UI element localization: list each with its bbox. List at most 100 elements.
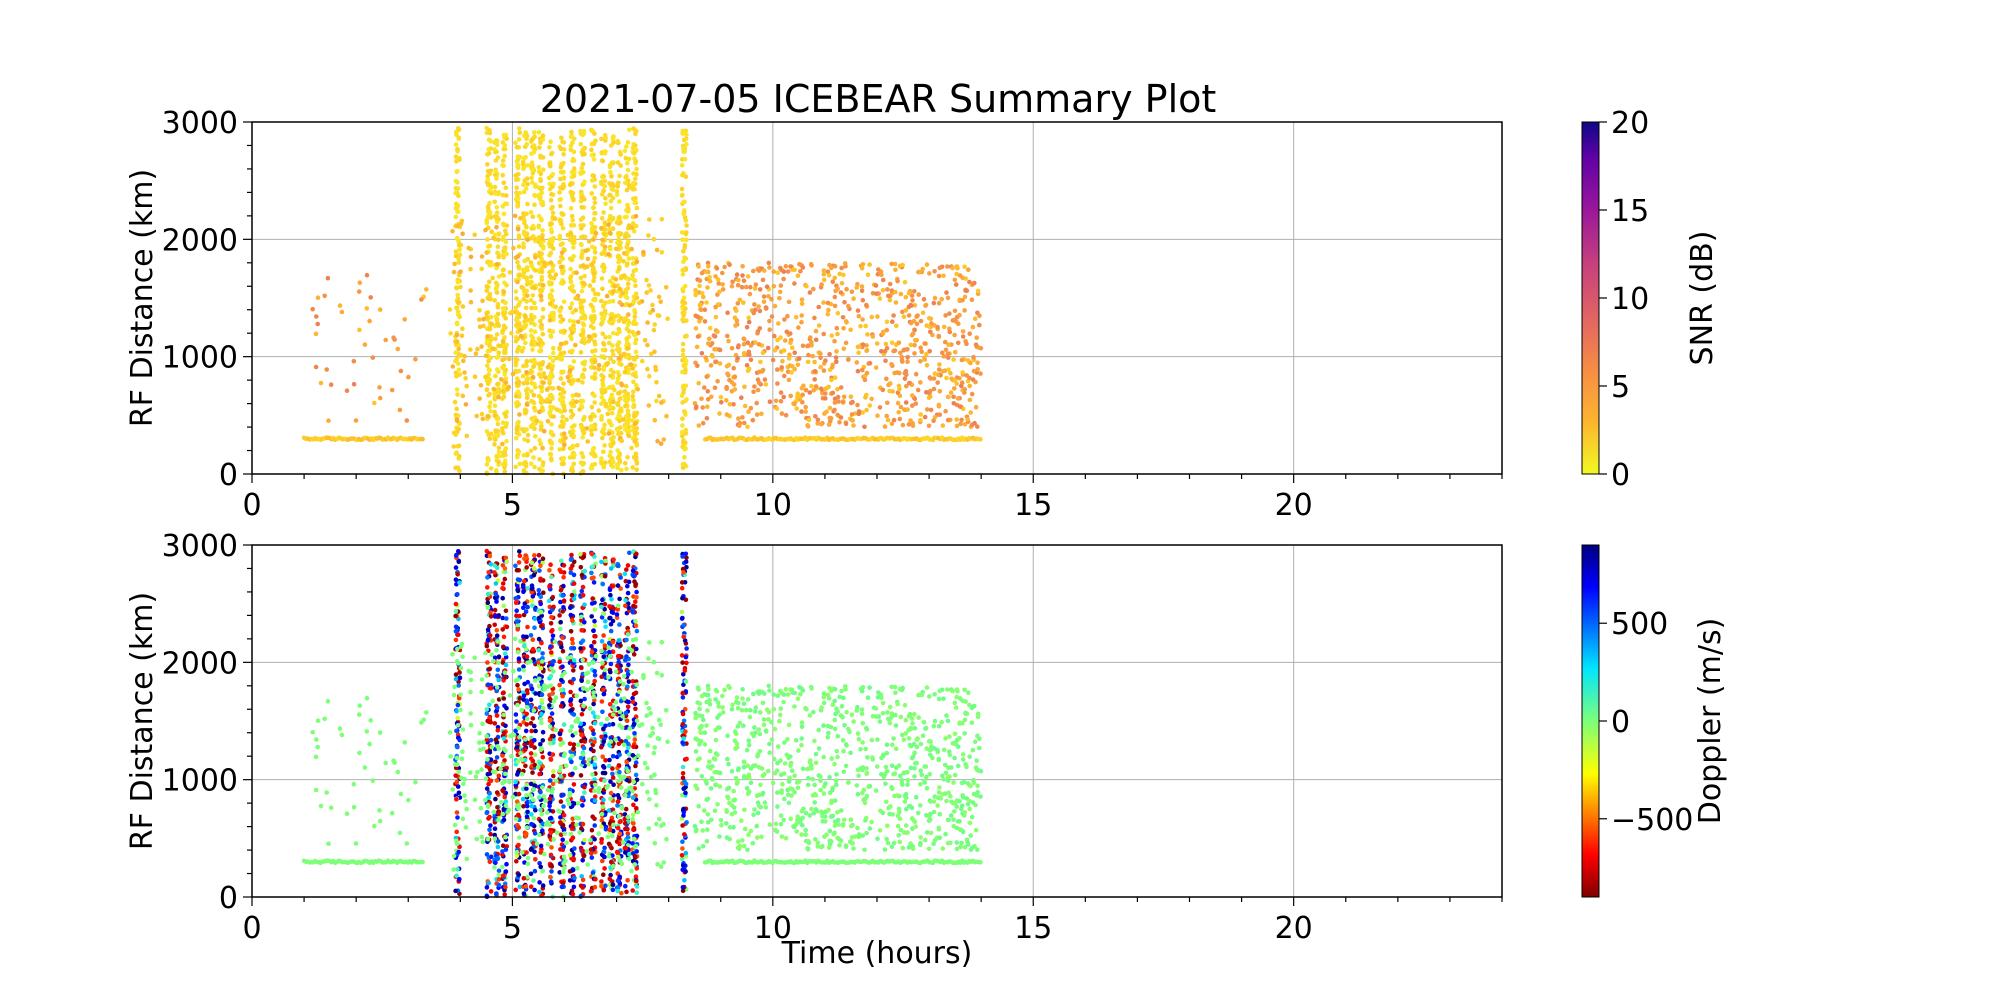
data-point	[630, 330, 636, 335]
data-point	[927, 388, 933, 394]
data-point	[606, 418, 612, 424]
data-point	[516, 812, 521, 818]
data-point	[628, 362, 634, 367]
data-point	[920, 266, 925, 272]
data-point	[838, 290, 844, 295]
data-point	[941, 273, 946, 279]
data-point	[531, 143, 537, 148]
data-point	[772, 303, 778, 309]
data-point	[570, 218, 575, 223]
data-point	[581, 329, 586, 334]
data-point	[492, 607, 498, 613]
data-point	[455, 149, 461, 154]
data-point	[960, 329, 966, 334]
data-point	[589, 191, 594, 196]
data-point	[851, 423, 856, 428]
data-point	[708, 363, 714, 368]
data-point	[679, 186, 685, 192]
data-point	[937, 412, 943, 418]
data-point	[525, 809, 530, 815]
data-point	[926, 423, 932, 429]
data-point	[528, 210, 534, 215]
data-point	[485, 204, 491, 209]
data-point	[558, 313, 563, 319]
data-point	[623, 383, 629, 389]
data-point	[488, 408, 493, 414]
data-point	[548, 456, 554, 462]
data-point	[495, 216, 500, 221]
data-point	[617, 199, 622, 204]
data-point	[538, 186, 544, 192]
data-point	[736, 277, 741, 283]
data-point	[543, 375, 548, 380]
data-point	[557, 190, 562, 195]
data-point	[725, 310, 730, 316]
data-point	[494, 210, 500, 215]
data-point	[582, 179, 587, 184]
data-point	[494, 628, 500, 633]
data-point	[533, 857, 538, 862]
data-point	[618, 275, 624, 281]
data-point	[601, 342, 607, 347]
data-point	[492, 721, 498, 726]
data-point	[782, 373, 787, 379]
data-point	[887, 388, 892, 394]
data-point	[840, 400, 846, 405]
data-point	[487, 326, 493, 332]
data-point	[540, 315, 546, 320]
data-point	[940, 350, 945, 356]
data-point	[839, 280, 845, 286]
data-point	[514, 321, 520, 327]
data-point	[504, 616, 509, 621]
data-point	[495, 382, 500, 387]
data-point	[783, 412, 789, 418]
data-point	[826, 307, 831, 313]
data-point	[724, 398, 729, 403]
data-point	[538, 319, 543, 324]
data-point	[581, 280, 586, 286]
data-point	[583, 248, 589, 254]
data-point	[364, 272, 370, 278]
data-point	[367, 318, 372, 324]
data-point	[680, 192, 685, 198]
data-point	[893, 267, 898, 273]
data-point	[941, 324, 947, 330]
data-point	[485, 381, 491, 387]
data-point	[799, 319, 804, 325]
data-point	[601, 316, 606, 322]
data-point	[500, 388, 506, 394]
data-point	[624, 337, 630, 342]
data-point	[795, 391, 800, 397]
data-point	[562, 442, 567, 448]
data-point	[736, 416, 741, 421]
data-point	[630, 255, 636, 261]
data-point	[629, 225, 635, 230]
data-point	[568, 266, 573, 272]
data-point	[616, 413, 621, 418]
data-point	[539, 217, 544, 223]
data-point	[457, 670, 462, 675]
data-point	[631, 379, 636, 385]
data-point	[591, 267, 596, 272]
data-point	[975, 367, 980, 372]
data-point	[700, 405, 705, 410]
data-point	[539, 269, 545, 275]
data-point	[503, 380, 509, 385]
data-point	[419, 297, 424, 302]
data-point	[538, 420, 544, 426]
data-point	[683, 358, 689, 364]
data-point	[496, 254, 502, 260]
data-point	[644, 290, 649, 295]
data-point	[945, 264, 950, 269]
chart-title: 2021-07-05 ICEBEAR Summary Plot	[540, 77, 1217, 121]
data-point	[322, 293, 328, 299]
data-point	[727, 377, 732, 383]
data-point	[532, 616, 538, 622]
data-point	[503, 608, 509, 614]
data-point	[571, 253, 576, 259]
data-point	[488, 334, 494, 340]
data-point	[713, 359, 719, 365]
data-point	[582, 197, 587, 202]
data-point	[952, 386, 957, 391]
data-point	[865, 272, 871, 278]
